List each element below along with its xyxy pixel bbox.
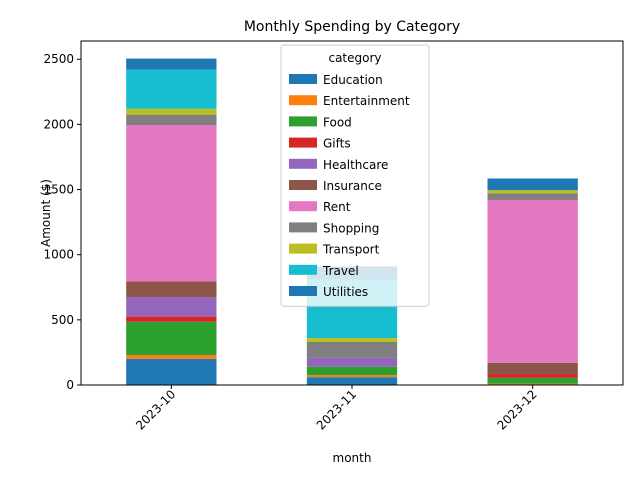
legend-label: Gifts <box>323 137 351 151</box>
legend-label: Rent <box>323 200 351 214</box>
x-tick-label: 2023-11 <box>314 387 359 432</box>
legend-swatch <box>289 158 317 169</box>
bar-segment <box>126 358 217 385</box>
bar-segment <box>126 355 217 359</box>
legend-swatch <box>289 74 317 84</box>
y-axis-label: Amount ($) <box>39 179 53 247</box>
legend-swatch <box>289 180 317 190</box>
y-axis: 0 500 1000 1500 2000 2500 <box>43 52 81 392</box>
legend-label: Food <box>323 115 352 129</box>
legend-label: Healthcare <box>323 158 388 172</box>
legend-label: Travel <box>322 264 359 278</box>
legend-swatch <box>289 222 317 233</box>
bar-segment <box>126 69 217 109</box>
legend-label: Insurance <box>323 179 382 193</box>
bar-segment <box>306 338 398 342</box>
bar-segment <box>306 342 398 358</box>
legend-label: Shopping <box>323 221 379 235</box>
bar-segment <box>306 357 398 367</box>
chart-title: Monthly Spending by Category <box>244 19 460 35</box>
bar-segment <box>126 316 217 322</box>
bar-segment <box>487 377 578 384</box>
bar-segment <box>306 366 398 376</box>
y-tick-label: 1500 <box>43 183 74 197</box>
bar-segment <box>487 383 578 385</box>
bar-segment <box>126 297 217 317</box>
legend-swatch <box>289 243 317 254</box>
y-tick-label: 500 <box>51 313 74 327</box>
legend: category Education Entertainment Food Gifts H… <box>280 44 430 307</box>
bar-segment <box>487 199 578 363</box>
legend-swatch <box>289 264 317 275</box>
bar-stacks <box>126 58 578 385</box>
x-tick-label: 2023-12 <box>494 387 539 432</box>
y-tick-label: 2000 <box>43 117 74 131</box>
bar-segment <box>487 362 578 374</box>
y-tick-label: 1000 <box>43 248 74 262</box>
legend-title: category <box>328 51 381 65</box>
legend-swatch <box>289 137 317 148</box>
bar-segment <box>126 281 217 298</box>
legend-swatch <box>289 286 317 296</box>
legend-swatch <box>289 201 317 212</box>
y-tick-label: 2500 <box>43 52 74 66</box>
x-axis: 2023-10 2023-11 2023-12 <box>133 385 540 433</box>
bar-segment <box>126 58 217 70</box>
legend-swatch <box>289 116 317 127</box>
bar-segment <box>487 178 578 191</box>
legend-label: Entertainment <box>323 94 410 108</box>
legend-swatch <box>289 95 317 106</box>
bar-segment <box>487 373 578 378</box>
legend-box <box>280 44 430 307</box>
x-axis-label: month <box>333 451 372 465</box>
y-tick-label: 0 <box>66 378 74 392</box>
legend-label: Transport <box>322 243 380 257</box>
bar-segment <box>487 193 578 200</box>
bar-segment <box>306 375 398 378</box>
bar-segment <box>306 377 398 385</box>
bar-segment <box>126 125 217 282</box>
bar-segment <box>487 190 578 194</box>
bar-segment <box>126 108 217 115</box>
legend-label: Education <box>323 73 383 87</box>
bar-segment <box>126 114 217 126</box>
bar-segment <box>126 321 217 356</box>
legend-label: Utilities <box>323 285 368 299</box>
x-tick-label: 2023-10 <box>133 387 178 432</box>
